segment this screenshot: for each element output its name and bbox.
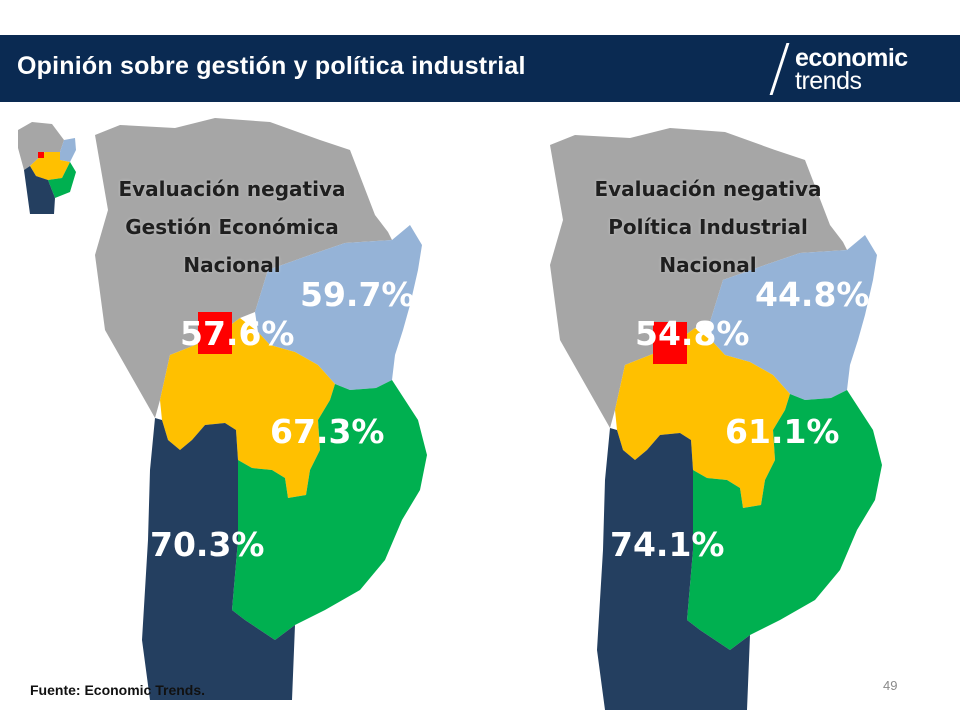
economic-trends-logo: economic trends: [769, 41, 949, 99]
map-right-title: Evaluación negativa Política Industrial …: [558, 170, 858, 284]
map-right-southwest-value: 74.1%: [610, 525, 725, 564]
footer-source: Fuente: Economic Trends.: [30, 682, 206, 698]
map-right-northeast-value: 44.8%: [755, 275, 870, 314]
map-left-title: Evaluación negativa Gestión Económica Na…: [82, 170, 382, 284]
map-right-title-line-1: Evaluación negativa: [594, 177, 822, 201]
map-left-center-value: 57.6%: [180, 314, 295, 353]
map-left-southwest-value: 70.3%: [150, 525, 265, 564]
logo-word-economic: economic: [795, 44, 908, 72]
map-right-southeast-value: 61.1%: [725, 412, 840, 451]
map-left-title-line-3: Nacional: [183, 253, 281, 277]
map-left-northeast-value: 59.7%: [300, 275, 415, 314]
page-title: Opinión sobre gestión y política industr…: [17, 52, 526, 80]
map-left-title-line-2: Gestión Económica: [125, 215, 339, 239]
map-right-title-line-3: Nacional: [659, 253, 757, 277]
logo-word-trends: trends: [795, 67, 862, 95]
map-right-title-line-2: Política Industrial: [608, 215, 808, 239]
locator-mini-map: [18, 122, 76, 214]
page-number: 49: [883, 678, 898, 693]
header-bar: Opinión sobre gestión y política industr…: [0, 35, 960, 102]
map-right-center-value: 54.8%: [635, 314, 750, 353]
map-left-title-line-1: Evaluación negativa: [118, 177, 346, 201]
map-left-southeast-value: 67.3%: [270, 412, 385, 451]
